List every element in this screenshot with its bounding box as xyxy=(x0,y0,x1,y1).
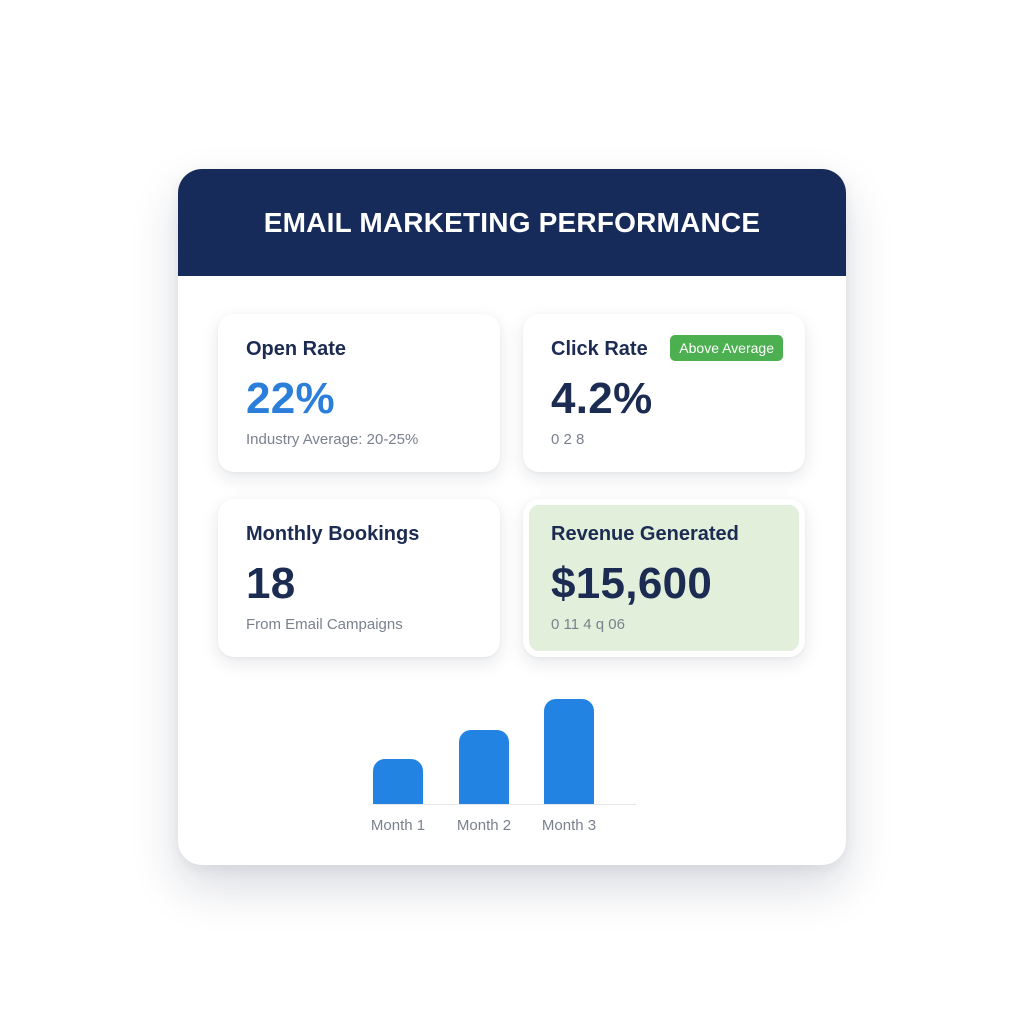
monthly-bookings-label: Monthly Bookings xyxy=(246,523,420,545)
chart-bar-1 xyxy=(373,759,423,804)
dashboard-title: EMAIL MARKETING PERFORMANCE xyxy=(263,206,761,238)
chart-bar-2 xyxy=(459,730,509,804)
open-rate-subtext: Industry Average: 20-25% xyxy=(246,431,419,448)
revenue-generated-value: $15,600 xyxy=(551,559,713,608)
monthly-bookings-value: 18 xyxy=(246,559,296,608)
monthly-bookings-subtext: From Email Campaigns xyxy=(246,616,403,633)
open-rate-card: Open Rate 22% Industry Average: 20-25% xyxy=(218,314,500,472)
above-average-badge: Above Average xyxy=(670,335,783,361)
click-rate-label: Click Rate xyxy=(551,338,648,360)
dashboard-card: EMAIL MARKETING PERFORMANCE Open Rate 22… xyxy=(178,169,846,865)
open-rate-value: 22% xyxy=(246,374,335,423)
open-rate-label: Open Rate xyxy=(246,338,347,360)
chart-baseline xyxy=(374,804,636,805)
chart-bar-3 xyxy=(544,699,594,804)
monthly-bookings-card: Monthly Bookings 18 From Email Campaigns xyxy=(218,499,500,657)
click-rate-card: Click Rate Above Average 4.2% 0 2 8 xyxy=(523,314,805,472)
chart-x-label-1: Month 1 xyxy=(370,817,426,834)
revenue-generated-subtext: 0 11 4 q 06 xyxy=(551,616,625,633)
chart-x-label-2: Month 2 xyxy=(456,817,512,834)
click-rate-subtext: 0 2 8 xyxy=(551,431,585,448)
monthly-bar-chart: Month 1 Month 2 Month 3 xyxy=(178,689,846,839)
revenue-generated-label: Revenue Generated xyxy=(551,523,739,545)
dashboard-header: EMAIL MARKETING PERFORMANCE xyxy=(178,169,846,276)
click-rate-value: 4.2% xyxy=(551,374,653,423)
chart-x-label-3: Month 3 xyxy=(541,817,597,834)
revenue-generated-card: Revenue Generated $15,600 0 11 4 q 06 xyxy=(523,499,805,657)
